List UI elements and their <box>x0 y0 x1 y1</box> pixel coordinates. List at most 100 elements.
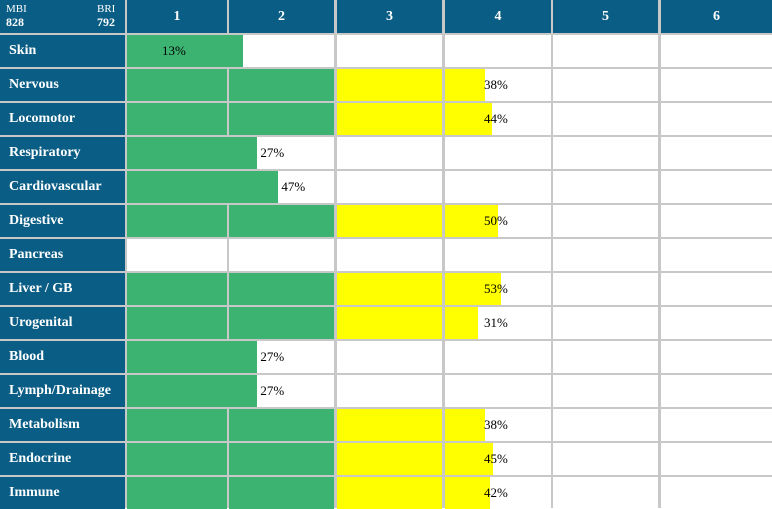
grid-cell <box>553 341 658 373</box>
row-label-urogenital: Urogenital <box>0 307 125 339</box>
grid-cell <box>661 477 772 509</box>
row-label-lymph-drainage: Lymph/Drainage <box>0 375 125 407</box>
bri-value: 792 <box>97 15 115 29</box>
mbi-value: 828 <box>6 15 24 29</box>
column-header-1: 1 <box>127 0 227 33</box>
bar-green-urogenital <box>229 307 334 339</box>
grid-cell <box>337 137 442 169</box>
grid-cell <box>661 239 772 271</box>
row-label-skin: Skin <box>0 35 125 67</box>
percent-label-urogenital: 31% <box>484 315 508 330</box>
bar-green-nervous <box>127 69 227 101</box>
grid-cell <box>445 137 551 169</box>
bar-green-nervous <box>229 69 334 101</box>
bar-yellow-endocrine <box>337 443 442 475</box>
bar-yellow-locomotor <box>337 103 442 135</box>
bar-green-urogenital <box>127 307 227 339</box>
grid-cell <box>229 239 334 271</box>
percent-label-nervous: 38% <box>484 77 508 92</box>
grid-cell <box>445 239 551 271</box>
row-label-respiratory: Respiratory <box>0 137 125 169</box>
bar-yellow-immune <box>445 477 490 509</box>
bar-green-endocrine <box>127 443 227 475</box>
grid-cell <box>661 35 772 67</box>
row-label-liver-gb: Liver / GB <box>0 273 125 305</box>
bar-green-lymph-drainage <box>127 375 258 407</box>
grid-cell <box>553 273 658 305</box>
grid-cell <box>661 69 772 101</box>
percent-label-metabolism: 38% <box>484 417 508 432</box>
grid-cell <box>337 239 442 271</box>
row-label-locomotor: Locomotor <box>0 103 125 135</box>
percent-label-blood: 27% <box>260 349 285 364</box>
grid-cell <box>127 239 227 271</box>
grid-cell <box>445 171 551 203</box>
bar-green-respiratory <box>127 137 258 169</box>
grid-cell <box>553 205 658 237</box>
index-header: MBI 828 BRI 792 <box>0 0 125 33</box>
column-header-4: 4 <box>445 0 551 33</box>
bar-yellow-metabolism <box>445 409 486 441</box>
bar-green-digestive <box>127 205 227 237</box>
grid-cell <box>553 69 658 101</box>
grid-cell <box>661 205 772 237</box>
grid-cell <box>553 137 658 169</box>
bar-green-immune <box>229 477 334 509</box>
bar-green-liver-gb <box>127 273 227 305</box>
grid-cell <box>661 137 772 169</box>
grid-cell <box>229 35 334 67</box>
percent-label-digestive: 50% <box>484 213 508 228</box>
bar-yellow-liver-gb <box>445 273 502 305</box>
grid-cell <box>553 35 658 67</box>
bar-green-metabolism <box>229 409 334 441</box>
percent-label-locomotor: 44% <box>484 111 508 126</box>
bar-yellow-nervous <box>337 69 442 101</box>
row-label-endocrine: Endocrine <box>0 443 125 475</box>
bar-green-endocrine <box>229 443 334 475</box>
row-label-metabolism: Metabolism <box>0 409 125 441</box>
bar-yellow-nervous <box>445 69 486 101</box>
bar-yellow-urogenital <box>337 307 442 339</box>
bar-green-liver-gb <box>229 273 334 305</box>
grid-cell <box>553 103 658 135</box>
grid-cell <box>445 35 551 67</box>
bar-yellow-digestive <box>445 205 498 237</box>
bar-yellow-metabolism <box>337 409 442 441</box>
bar-green-immune <box>127 477 227 509</box>
bar-green-digestive <box>229 205 334 237</box>
grid-cell <box>445 341 551 373</box>
grid-cell <box>553 171 658 203</box>
bar-yellow-endocrine <box>445 443 493 475</box>
grid-cell <box>661 273 772 305</box>
row-label-cardiovascular: Cardiovascular <box>0 171 125 203</box>
grid-cell <box>661 341 772 373</box>
grid-cell <box>553 239 658 271</box>
bar-green-cardiovascular <box>127 171 279 203</box>
row-label-pancreas: Pancreas <box>0 239 125 271</box>
grid-cell <box>661 171 772 203</box>
grid-cell <box>661 103 772 135</box>
grid-cell <box>661 409 772 441</box>
row-label-immune: Immune <box>0 477 125 509</box>
percent-label-respiratory: 27% <box>260 145 285 160</box>
bar-yellow-locomotor <box>445 103 492 135</box>
bar-yellow-urogenital <box>445 307 478 339</box>
row-label-blood: Blood <box>0 341 125 373</box>
bar-green-skin <box>127 35 243 67</box>
grid-cell <box>553 307 658 339</box>
grid-cell <box>661 375 772 407</box>
grid-cell <box>553 409 658 441</box>
column-header-3: 3 <box>337 0 442 33</box>
grid-cell <box>661 443 772 475</box>
bar-green-locomotor <box>229 103 334 135</box>
bar-green-blood <box>127 341 258 373</box>
mbi-label: MBI <box>6 3 27 15</box>
grid-cell <box>337 171 442 203</box>
percent-label-liver-gb: 53% <box>484 281 508 296</box>
bar-green-metabolism <box>127 409 227 441</box>
percent-label-immune: 42% <box>484 485 508 500</box>
column-header-2: 2 <box>229 0 334 33</box>
row-label-digestive: Digestive <box>0 205 125 237</box>
grid-cell <box>337 35 442 67</box>
grid-cell <box>553 375 658 407</box>
